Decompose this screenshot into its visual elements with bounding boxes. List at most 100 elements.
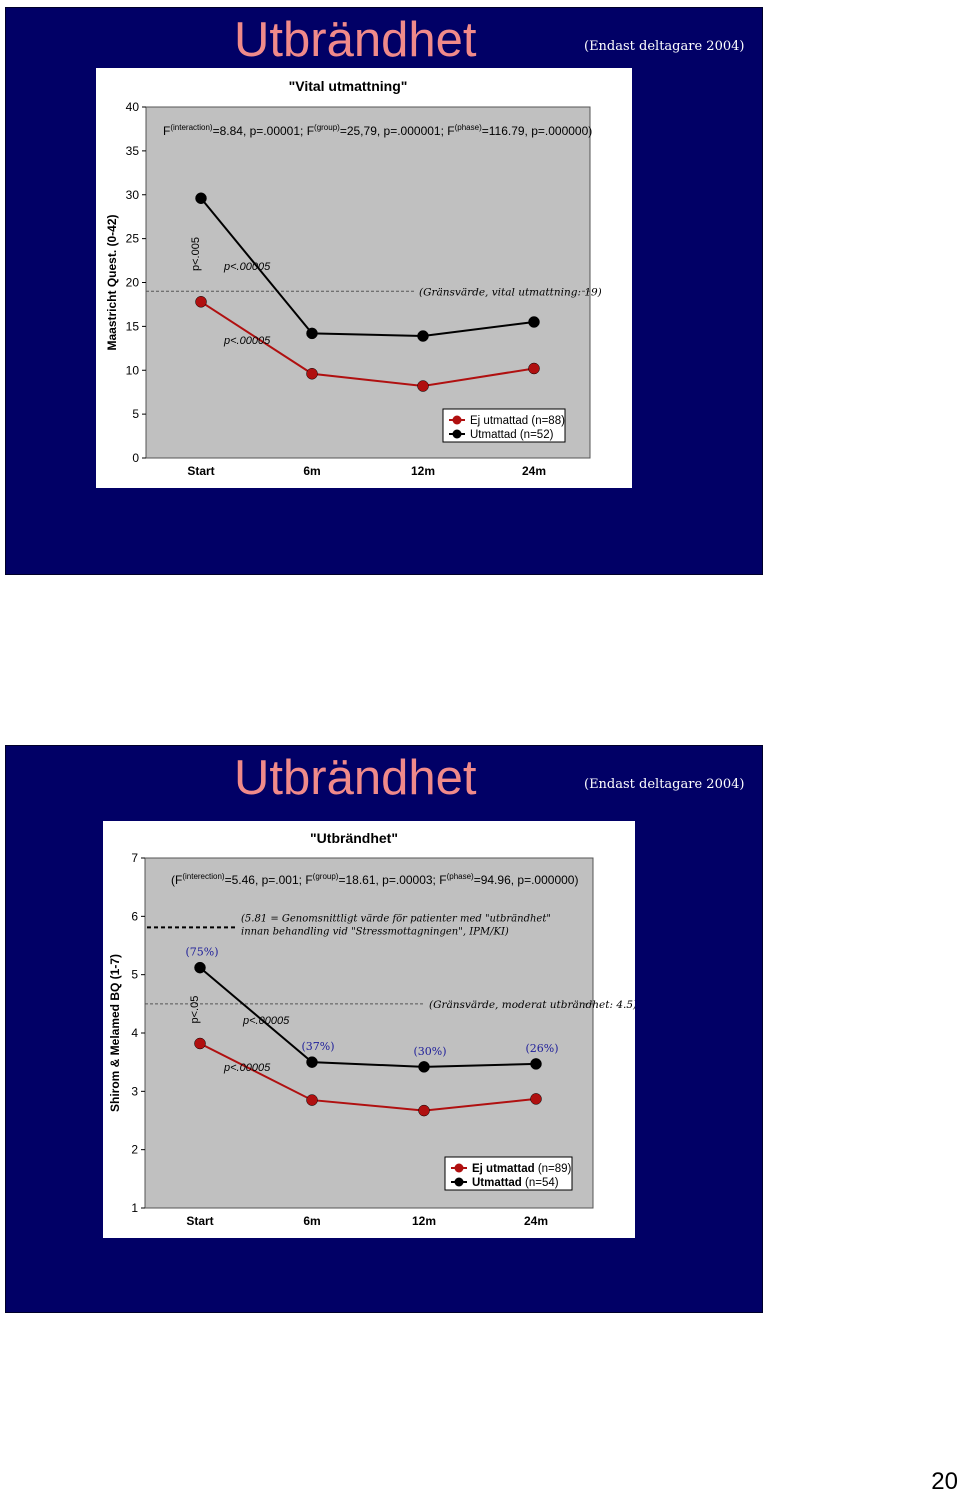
y-axis-label: Maastricht Quest. (0-42) bbox=[105, 214, 119, 350]
stats-superscript: (group) bbox=[313, 872, 339, 881]
p-value-black-series: p<.00005 bbox=[223, 261, 271, 273]
stats-segment: =8.84, p=.00001; bbox=[213, 124, 307, 138]
legend-marker bbox=[454, 1177, 464, 1187]
legend-marker bbox=[452, 429, 462, 439]
y-axis-label: Shirom & Melamed BQ (1-7) bbox=[108, 954, 122, 1112]
data-point-ej-utmattad bbox=[306, 1094, 318, 1106]
legend-label-bold: Ej utmattad bbox=[472, 1163, 535, 1175]
y-tick-label: 15 bbox=[126, 319, 140, 333]
y-tick-label: 3 bbox=[131, 1084, 138, 1098]
legend-label: Ej utmattad (n=88) bbox=[470, 415, 565, 427]
reference-label-line-1: (5.81 = Genomsnittligt värde för patient… bbox=[241, 913, 551, 924]
chart-title: "Utbrändhet" bbox=[310, 830, 398, 846]
stats-superscript: (phase) bbox=[455, 123, 482, 132]
p-value-black-series: p<.00005 bbox=[242, 1015, 290, 1027]
data-point-ej-utmattad bbox=[418, 1104, 430, 1117]
stats-segment: F bbox=[163, 124, 170, 138]
y-tick-label: 5 bbox=[132, 407, 139, 421]
slide-note: (Endast deltagare 2004) bbox=[584, 39, 745, 54]
legend-label-bold: Utmattad bbox=[472, 1177, 522, 1189]
x-tick-label: 24m bbox=[522, 464, 546, 478]
data-point-ej-utmattad bbox=[528, 362, 540, 375]
threshold-label: (Gränsvärde, moderat utbrändhet: 4.5) bbox=[429, 999, 635, 1011]
data-point-ej-utmattad bbox=[530, 1093, 542, 1105]
chart-panel-vital-utmattning: "Vital utmattning" 0 5 10 15 20 25 30 35 40 Start 6… bbox=[96, 68, 632, 488]
x-tick-label: 6m bbox=[303, 1214, 320, 1228]
y-tick-label: 6 bbox=[131, 909, 138, 923]
data-point-ej-utmattad bbox=[195, 296, 207, 308]
y-tick-label: 40 bbox=[126, 100, 140, 114]
y-tick-label: 4 bbox=[131, 1026, 138, 1040]
p-value-rotated: p<.05 bbox=[189, 996, 201, 1024]
percent-label: (75%) bbox=[185, 946, 218, 959]
percent-label: (37%) bbox=[301, 1040, 334, 1053]
x-tick-label: Start bbox=[186, 1214, 213, 1228]
page-number: 20 bbox=[931, 1468, 958, 1495]
data-point-ej-utmattad bbox=[417, 380, 429, 392]
data-point-utmattad bbox=[417, 330, 429, 342]
stats-segment: F bbox=[305, 873, 312, 887]
y-tick-label: 20 bbox=[126, 276, 140, 290]
series-line-utmattad bbox=[200, 197, 535, 338]
p-value-red-series: p<.00005 bbox=[223, 1062, 271, 1074]
stats-segment: =5.46, p=.001; bbox=[225, 873, 306, 887]
x-tick-label: 6m bbox=[303, 464, 320, 478]
x-tick-label: 24m bbox=[524, 1214, 548, 1228]
stats-superscript: (interection) bbox=[182, 872, 225, 881]
plot-area bbox=[144, 857, 594, 1209]
legend-label-rest: (n=54) bbox=[522, 1177, 559, 1189]
x-tick-label: 12m bbox=[412, 1214, 436, 1228]
stats-segment: =18.61, p=.00003; bbox=[338, 873, 439, 887]
stats-superscript: (interaction) bbox=[170, 123, 213, 132]
data-point-utmattad bbox=[528, 316, 540, 328]
data-point-utmattad bbox=[306, 327, 318, 340]
stats-segment: =116.79, p=.000000) bbox=[482, 124, 593, 138]
y-tick-label: 1 bbox=[131, 1201, 138, 1215]
stats-segment: F bbox=[307, 124, 314, 138]
y-tick-label: 30 bbox=[126, 188, 140, 202]
stats-segment: F bbox=[447, 124, 454, 138]
line-chart-vital-utmattning: "Vital utmattning" 0 5 10 15 20 25 30 35 40 Start 6… bbox=[105, 78, 602, 478]
threshold-label: (Gränsvärde, vital utmattning: 19) bbox=[419, 286, 602, 298]
slide-title: Utbrändhet bbox=[234, 13, 477, 67]
legend-label: Utmattad (n=54) bbox=[472, 1177, 559, 1189]
legend-marker bbox=[452, 415, 462, 425]
x-tick-label: 12m bbox=[411, 464, 435, 478]
stats-segment: =94.96, p=.000000) bbox=[474, 873, 579, 887]
slide-note: (Endast deltagare 2004) bbox=[584, 777, 745, 792]
slide-title: Utbrändhet bbox=[234, 751, 477, 805]
legend-box bbox=[444, 1156, 573, 1191]
y-tick-label: 7 bbox=[131, 851, 138, 865]
legend-label: Ej utmattad (n=89) bbox=[472, 1163, 572, 1175]
stats-text: F(interaction)=8.84, p=.00001; F(group)=… bbox=[163, 123, 592, 138]
p-value-rotated: p<.005 bbox=[190, 237, 202, 271]
data-point-utmattad bbox=[194, 961, 206, 974]
stats-segment: F bbox=[439, 873, 446, 887]
data-point-utmattad bbox=[306, 1056, 318, 1068]
data-point-utmattad bbox=[418, 1061, 430, 1073]
data-point-utmattad bbox=[195, 192, 207, 205]
chart-title: "Vital utmattning" bbox=[289, 78, 408, 94]
data-point-ej-utmattad bbox=[306, 368, 318, 380]
stats-superscript: (phase) bbox=[447, 872, 474, 881]
p-value-red-series: p<.00005 bbox=[223, 335, 271, 347]
x-tick-label: Start bbox=[187, 464, 214, 478]
series-line-ej-utmattad bbox=[200, 300, 535, 388]
y-tick-label: 10 bbox=[126, 363, 140, 377]
stats-text: (F(interection)=5.46, p=.001; F(group)=1… bbox=[171, 872, 578, 887]
y-tick-label: 2 bbox=[131, 1143, 138, 1157]
percent-label: (30%) bbox=[413, 1045, 446, 1058]
line-chart-utbrandhet: "Utbrändhet" 1 2 3 4 5 6 7 Start 6m 12m 24m Shirom &… bbox=[108, 830, 635, 1228]
legend-box bbox=[442, 408, 566, 443]
reference-label-line-2: innan behandling vid "Stressmottagningen… bbox=[241, 926, 509, 937]
legend-label-rest: (n=89) bbox=[535, 1163, 572, 1175]
slide-1: Utbrändhet (Endast deltagare 2004) "Vita… bbox=[5, 7, 763, 575]
slide-2: Utbrändhet (Endast deltagare 2004) "Utbr… bbox=[5, 745, 763, 1313]
y-tick-label: 5 bbox=[131, 968, 138, 982]
plot-area bbox=[145, 106, 591, 459]
stats-segment: (F bbox=[171, 873, 182, 887]
data-point-ej-utmattad bbox=[194, 1037, 206, 1050]
stats-superscript: (group) bbox=[314, 123, 340, 132]
series-line-ej-utmattad bbox=[199, 1042, 537, 1112]
percent-label: (26%) bbox=[525, 1042, 558, 1055]
